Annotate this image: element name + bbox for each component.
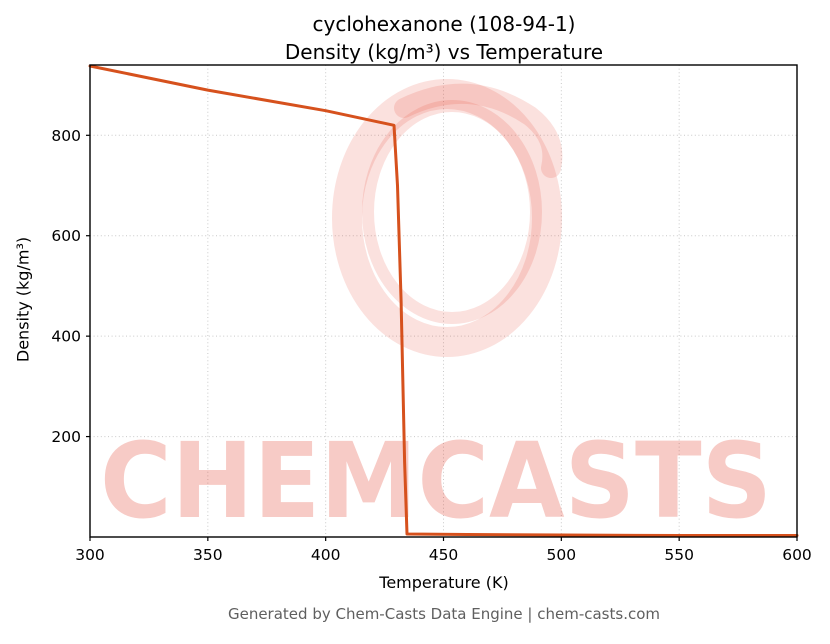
chart-title-block: cyclohexanone (108-94-1) Density (kg/m³)…	[58, 11, 830, 66]
watermark: CHEMCASTS	[100, 79, 772, 542]
x-tick-label: 450	[429, 546, 459, 564]
x-tick-label: 550	[664, 546, 694, 564]
x-tick-label: 500	[547, 546, 577, 564]
y-tick-label: 200	[51, 428, 81, 446]
chart-title: cyclohexanone (108-94-1)	[312, 12, 576, 36]
chart-subtitle: Density (kg/m³) vs Temperature	[284, 39, 604, 64]
x-tick-label: 400	[311, 546, 341, 564]
y-tick-label: 400	[51, 328, 81, 346]
x-axis-label: Temperature (K)	[379, 573, 509, 592]
y-tick-label: 600	[51, 227, 81, 245]
x-tick-label: 350	[193, 546, 223, 564]
watermark-text: CHEMCASTS	[100, 420, 772, 542]
x-tick-label: 600	[782, 546, 812, 564]
y-tick-label: 800	[51, 127, 81, 145]
density-line	[88, 64, 799, 537]
watermark-swirl-icon	[332, 79, 562, 357]
watermark-swirl-flick-icon	[394, 83, 563, 178]
x-tick-label: 300	[75, 546, 105, 564]
footer-text: Generated by Chem-Casts Data Engine | ch…	[227, 605, 661, 623]
y-axis-label: Density (kg/m³)	[13, 236, 33, 363]
watermark-swirl-inner-icon	[362, 100, 542, 324]
plot-frame	[89, 64, 798, 538]
